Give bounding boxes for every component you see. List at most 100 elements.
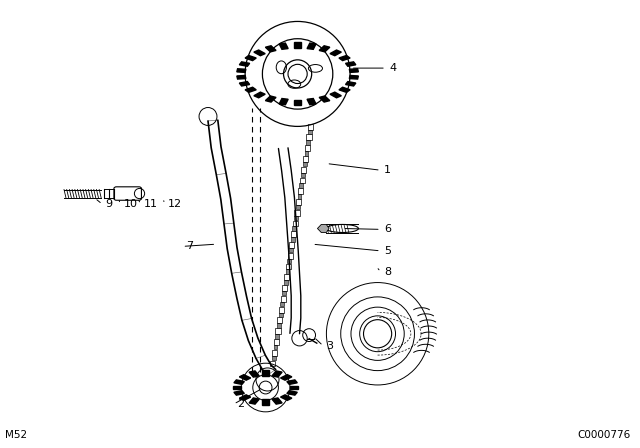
Polygon shape [279,99,288,105]
Text: 7: 7 [186,241,193,251]
Text: 11: 11 [144,199,158,209]
Bar [281,296,286,302]
Bar [278,313,282,317]
Bar [305,151,308,155]
Text: 5: 5 [384,246,391,256]
Polygon shape [280,375,292,380]
Bar [303,156,308,162]
Bar [291,237,294,241]
Bar [301,167,307,172]
Polygon shape [346,82,356,86]
Text: 2: 2 [237,399,244,409]
Polygon shape [290,386,298,389]
Polygon shape [239,395,251,401]
Bar [300,183,303,188]
Polygon shape [262,400,269,405]
Bar [305,145,310,151]
Text: 12: 12 [168,199,182,209]
Bar [272,350,277,356]
Bar [307,134,312,140]
Bar [300,177,305,183]
Bar [284,275,289,280]
Bar [282,291,286,296]
Polygon shape [254,50,265,56]
Polygon shape [330,92,341,98]
Polygon shape [349,75,358,79]
Bar [296,205,300,209]
Polygon shape [272,371,282,377]
Polygon shape [234,380,244,384]
Text: M52: M52 [5,430,28,440]
Text: 3: 3 [326,341,333,351]
Polygon shape [237,69,246,73]
Polygon shape [239,375,251,380]
Bar [277,323,281,328]
Ellipse shape [284,60,312,88]
Text: 6: 6 [384,224,391,234]
Polygon shape [307,43,316,49]
Polygon shape [233,386,241,389]
Polygon shape [346,62,356,66]
Polygon shape [339,87,350,92]
Polygon shape [239,62,250,66]
Polygon shape [339,56,350,60]
Ellipse shape [259,381,272,394]
Polygon shape [287,380,298,384]
Bar [308,129,312,134]
Polygon shape [262,370,269,375]
Polygon shape [237,75,246,79]
Ellipse shape [288,65,307,83]
Bar [270,361,275,366]
Bar [279,307,284,313]
Bar [282,285,287,291]
Polygon shape [234,391,244,395]
Polygon shape [294,43,301,48]
Polygon shape [294,99,301,105]
Text: 8: 8 [384,267,391,277]
Bar [289,248,293,252]
Polygon shape [319,96,330,102]
Text: 1: 1 [384,165,391,175]
Bar [308,124,314,129]
Bar [284,280,288,285]
Polygon shape [266,96,276,102]
Bar [285,269,289,274]
Bar [286,263,291,269]
Bar [303,162,307,166]
Polygon shape [307,99,316,105]
Bar [287,258,291,263]
Bar [294,215,298,220]
Bar [280,302,284,306]
Bar [296,199,301,205]
Polygon shape [272,398,282,404]
Bar [287,253,292,258]
Polygon shape [287,391,298,395]
Bar [306,140,310,145]
Bar [289,242,294,248]
Polygon shape [245,56,256,60]
Bar [272,356,276,360]
Text: 4: 4 [389,63,396,73]
Polygon shape [245,87,256,92]
Polygon shape [349,69,358,73]
Bar [294,210,300,215]
Polygon shape [249,398,259,404]
Ellipse shape [364,320,392,348]
Text: C0000776: C0000776 [577,430,630,440]
Text: 10: 10 [124,199,138,209]
Bar [292,220,298,226]
Polygon shape [280,395,292,401]
Bar [274,339,279,345]
Polygon shape [330,50,341,56]
Bar [301,172,305,177]
Bar [275,328,280,334]
Polygon shape [254,92,265,98]
Bar [292,226,296,231]
Bar [298,188,303,194]
Bar [277,318,282,323]
Polygon shape [266,46,276,52]
Bar [273,345,277,349]
Bar [298,194,301,198]
Polygon shape [317,224,329,233]
Bar [291,231,296,237]
